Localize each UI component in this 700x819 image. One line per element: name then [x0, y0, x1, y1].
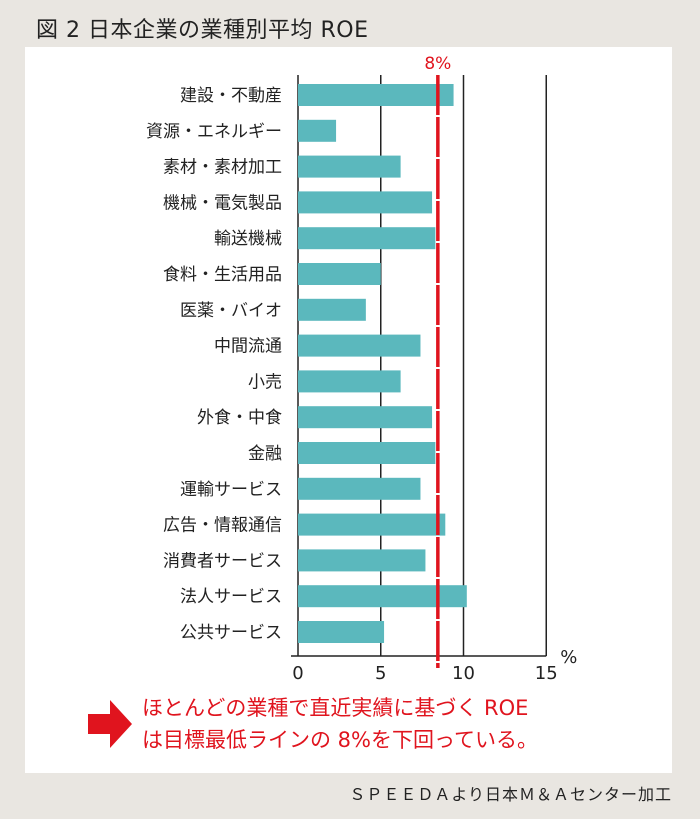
category-label: 消費者サービス: [163, 551, 282, 571]
bar-4: [298, 191, 433, 214]
category-label: 金融: [248, 444, 282, 464]
category-label: 中間流通: [214, 337, 282, 357]
bar-3: [298, 155, 401, 178]
category-label: 公共サービス: [180, 623, 282, 643]
category-label: 外食・中食: [197, 408, 282, 428]
category-label: 輸送機械: [214, 229, 282, 249]
bar-14: [298, 549, 426, 572]
category-label: 素材・素材加工: [163, 158, 282, 178]
bar-15: [298, 585, 467, 608]
category-label: 食料・生活用品: [163, 265, 282, 285]
bar-9: [298, 370, 401, 393]
x-axis-unit: %: [560, 647, 577, 668]
reference-line-label: 8%: [424, 54, 451, 74]
x-tick-label: 5: [375, 663, 386, 684]
bar-chart: 0 5 10 15% 建設・不動産資源・エネルギー素材・素材加工機械・電気製品輸送機械食…: [146, 54, 577, 684]
category-label: 資源・エネルギー: [146, 122, 282, 142]
category-label: 医薬・バイオ: [180, 301, 282, 321]
category-label: 運輸サービス: [180, 480, 282, 500]
bar-10: [298, 406, 433, 429]
annotation-line-2: は目標最低ラインの 8%を下回っている。: [142, 728, 538, 752]
right-arrow-icon: [88, 700, 132, 748]
chart-panel: 0 5 10 15% 建設・不動産資源・エネルギー素材・素材加工 機械・電気製品輸送機械食…: [25, 47, 672, 773]
x-tick-label: 10: [452, 663, 475, 684]
bar-2: [298, 119, 337, 142]
bar-12: [298, 477, 421, 500]
bar-16: [298, 621, 385, 643]
annotation-line-1: ほとんどの業種で直近実績に基づく ROE: [142, 696, 529, 720]
figure-title: 図 2 日本企業の業種別平均 ROE: [36, 18, 369, 43]
bar-5: [298, 227, 436, 250]
source-credit: ＳＰＥＥＤＡより日本Ｍ＆Ａセンター加工: [349, 785, 672, 804]
bar-7: [298, 298, 366, 321]
bar-6: [298, 263, 381, 285]
bar-13: [298, 513, 446, 536]
category-label: 機械・電気製品: [163, 193, 282, 213]
bar-1: [298, 84, 454, 106]
category-label: 広告・情報通信: [163, 516, 282, 536]
x-tick-label: 0: [292, 663, 303, 684]
bar-8: [298, 334, 421, 357]
x-tick-label: 15: [535, 663, 558, 684]
category-label: 法人サービス: [180, 587, 282, 607]
category-label: 建設・不動産: [180, 86, 282, 106]
category-label: 小売: [248, 372, 282, 392]
bar-11: [298, 442, 436, 464]
